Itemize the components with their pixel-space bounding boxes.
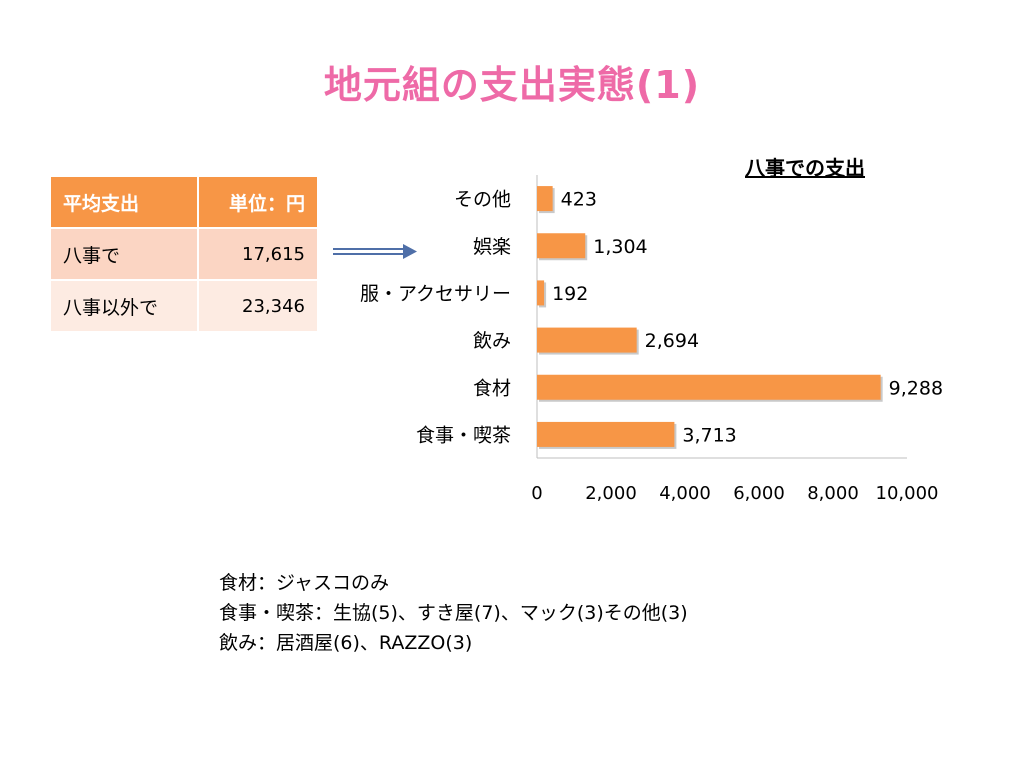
category-label: 食材 bbox=[473, 377, 511, 399]
row-label: 八事で bbox=[51, 229, 199, 281]
x-tick-label: 0 bbox=[531, 483, 542, 504]
row-label: 八事以外で bbox=[51, 281, 199, 331]
category-label: 食事・喫茶 bbox=[416, 424, 511, 446]
table-row: 八事以外で 23,346 bbox=[51, 281, 317, 331]
data-label: 423 bbox=[561, 189, 597, 211]
bar bbox=[537, 233, 586, 259]
notes: 食材：ジャスコのみ 食事・喫茶：生協(5)、すき屋(7)、マック(3)その他(3… bbox=[219, 568, 688, 658]
note-line: 食事・喫茶：生協(5)、すき屋(7)、マック(3)その他(3) bbox=[219, 602, 688, 624]
x-tick-label: 4,000 bbox=[659, 483, 711, 504]
table-header-unit: 単位：円 bbox=[199, 177, 317, 229]
page-title: 地元組の支出実態(1) bbox=[323, 63, 701, 107]
table-header-row: 平均支出 単位：円 bbox=[51, 177, 317, 229]
bar bbox=[537, 186, 553, 212]
data-label: 1,304 bbox=[593, 236, 647, 258]
table-row: 八事で 17,615 bbox=[51, 229, 317, 281]
chart-title: 八事での支出 bbox=[745, 156, 865, 180]
bar bbox=[537, 327, 637, 353]
note-line: 飲み：居酒屋(6)、RAZZO(3) bbox=[219, 632, 473, 654]
data-label: 3,713 bbox=[682, 424, 736, 446]
category-label: 娯楽 bbox=[473, 236, 511, 258]
category-label: 飲み bbox=[473, 330, 511, 352]
row-value: 17,615 bbox=[199, 229, 317, 281]
data-label: 9,288 bbox=[889, 377, 943, 399]
bar bbox=[537, 280, 545, 306]
note-line: 食材：ジャスコのみ bbox=[219, 572, 390, 594]
bar bbox=[537, 374, 881, 400]
x-tick-label: 6,000 bbox=[733, 483, 785, 504]
x-tick-label: 10,000 bbox=[876, 483, 939, 504]
table-header-average: 平均支出 bbox=[51, 177, 199, 229]
data-label: 2,694 bbox=[645, 330, 699, 352]
bar bbox=[537, 421, 675, 447]
category-label: 服・アクセサリー bbox=[360, 283, 511, 305]
data-label: 192 bbox=[552, 283, 588, 305]
x-tick-label: 8,000 bbox=[807, 483, 859, 504]
category-label: その他 bbox=[454, 189, 511, 211]
right-arrow-icon bbox=[333, 244, 417, 259]
row-value: 23,346 bbox=[199, 281, 317, 331]
average-spending-table: 平均支出 単位：円 八事で 17,615 八事以外で 23,346 bbox=[51, 177, 317, 331]
x-tick-label: 2,000 bbox=[585, 483, 637, 504]
